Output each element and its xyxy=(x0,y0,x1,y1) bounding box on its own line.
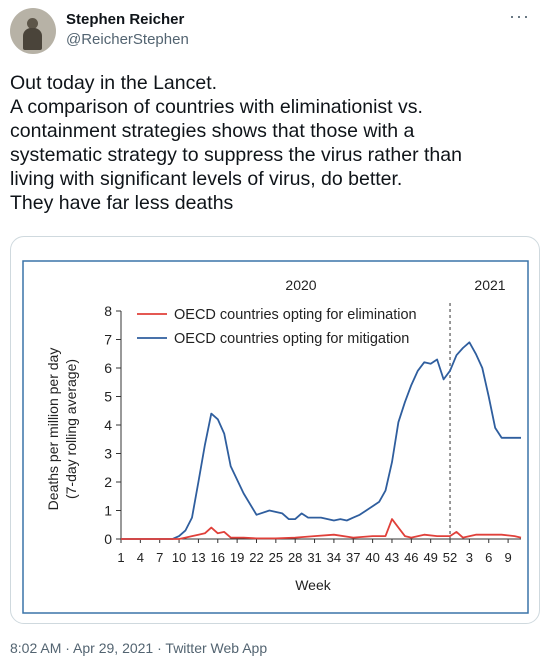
tweet-date[interactable]: Apr 29, 2021 xyxy=(73,640,154,656)
tweet-meta: 8:02 AM · Apr 29, 2021 · Twitter Web App xyxy=(10,640,267,656)
y-tick-label: 7 xyxy=(104,332,112,348)
chart-svg: 2020 2021 Deaths per million per day (7-… xyxy=(22,260,529,614)
y-tick-label: 4 xyxy=(104,417,112,433)
x-tick-label: 52 xyxy=(443,550,457,565)
tweet-line: living with significant levels of virus,… xyxy=(10,168,403,190)
x-tick-label: 1 xyxy=(117,550,124,565)
x-tick-label: 6 xyxy=(485,550,492,565)
meta-separator: · xyxy=(153,640,166,656)
author-name[interactable]: Stephen Reicher xyxy=(66,11,185,28)
tweet-media-chart[interactable]: 2020 2021 Deaths per million per day (7-… xyxy=(10,236,540,624)
tweet-text: Out today in the Lancet. A comparison of… xyxy=(10,71,535,215)
x-tick-label: 3 xyxy=(466,550,473,565)
more-options-icon[interactable]: ··· xyxy=(509,6,530,26)
meta-separator: · xyxy=(61,640,74,656)
x-tick-label: 31 xyxy=(307,550,321,565)
y-axis-label: Deaths per million per day xyxy=(45,348,61,511)
author-handle[interactable]: @ReicherStephen xyxy=(66,31,189,48)
x-tick-label: 9 xyxy=(504,550,511,565)
x-tick-label: 19 xyxy=(230,550,244,565)
x-tick-label: 43 xyxy=(385,550,399,565)
x-tick-label: 16 xyxy=(211,550,225,565)
figure-frame xyxy=(22,260,529,614)
y-axis-label-sub: (7-day rolling average) xyxy=(63,359,79,499)
y-tick-label: 6 xyxy=(104,360,112,376)
y-tick-label: 2 xyxy=(104,474,112,490)
tweet-source[interactable]: Twitter Web App xyxy=(165,640,268,656)
x-tick-label: 7 xyxy=(156,550,163,565)
x-tick-label: 28 xyxy=(288,550,302,565)
x-tick-label: 10 xyxy=(172,550,186,565)
year-label-2020: 2020 xyxy=(285,277,316,293)
x-tick-label: 40 xyxy=(365,550,379,565)
y-tick-label: 8 xyxy=(104,303,112,319)
avatar[interactable] xyxy=(10,8,56,54)
tweet-line: A comparison of countries with eliminati… xyxy=(10,96,423,118)
avatar-figure-body xyxy=(23,28,42,50)
x-tick-label: 13 xyxy=(191,550,205,565)
x-tick-label: 22 xyxy=(249,550,263,565)
x-tick-label: 4 xyxy=(137,550,144,565)
y-tick-label: 3 xyxy=(104,446,112,462)
mitigation-series-line xyxy=(121,341,521,540)
year-label-2021: 2021 xyxy=(474,277,505,293)
x-tick-label: 25 xyxy=(269,550,283,565)
tweet-time[interactable]: 8:02 AM xyxy=(10,640,62,656)
tweet-line: They have far less deaths xyxy=(10,192,234,214)
legend-label: OECD countries opting for mitigation xyxy=(174,331,409,347)
y-tick-label: 0 xyxy=(104,531,112,547)
tweet-line: Out today in the Lancet. xyxy=(10,72,218,94)
legend-label: OECD countries opting for elimination xyxy=(174,307,417,323)
y-tick-label: 1 xyxy=(104,503,112,519)
y-tick-label: 5 xyxy=(104,389,112,405)
elimination-series-line xyxy=(121,518,522,540)
x-tick-label: 34 xyxy=(327,550,341,565)
x-tick-label: 46 xyxy=(404,550,418,565)
tweet-line: systematic strategy to suppress the viru… xyxy=(10,144,462,166)
x-axis-label: Week xyxy=(295,577,332,593)
avatar-figure-head xyxy=(27,18,38,29)
x-tick-label: 37 xyxy=(346,550,360,565)
tweet-line: containment strategies shows that those … xyxy=(10,120,415,142)
x-tick-label: 49 xyxy=(423,550,437,565)
